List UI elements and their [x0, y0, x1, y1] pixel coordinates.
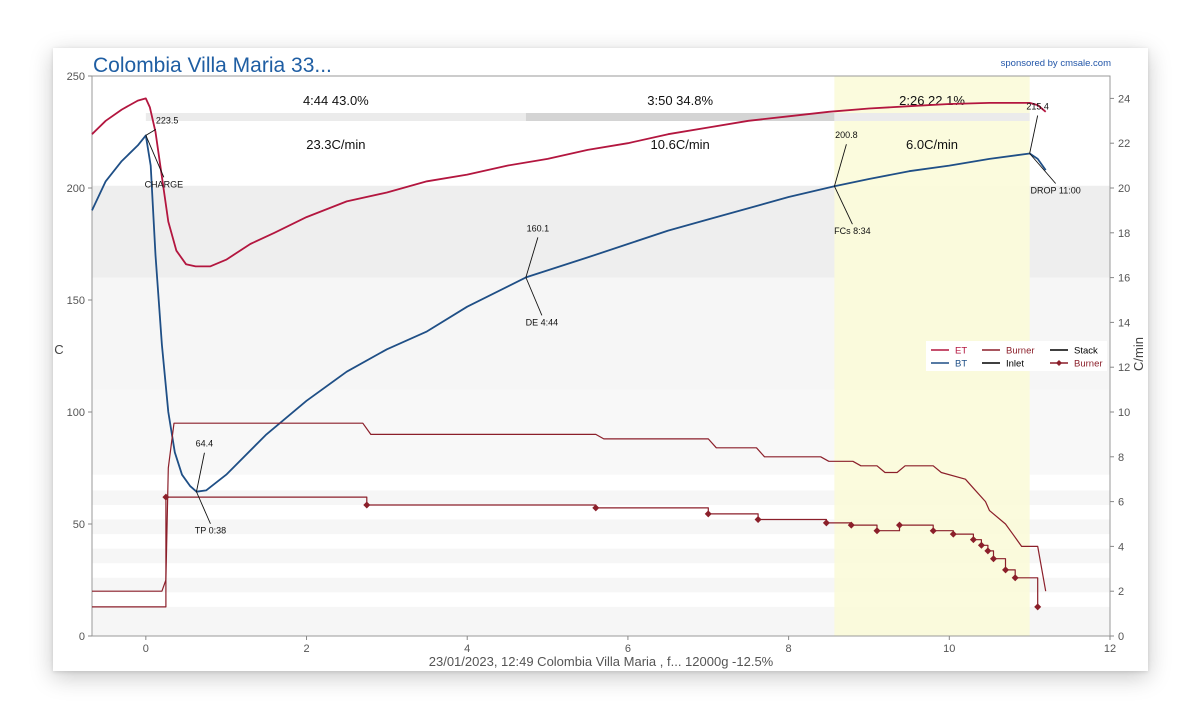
- burner-marker: [822, 519, 830, 527]
- annotation-label: 64.4: [196, 439, 214, 449]
- y-tick-label: 150: [67, 295, 85, 307]
- x-tick-label: 2: [303, 643, 309, 655]
- legend-box: [926, 341, 1107, 371]
- y2-tick-label: 24: [1118, 93, 1130, 105]
- series-line-burner: [92, 422, 1047, 592]
- legend-marker: [1056, 360, 1062, 366]
- y2-tick-label: 0: [1118, 631, 1124, 643]
- phase-bar-development: [834, 113, 1030, 121]
- annotation-label: 160.1: [527, 223, 550, 233]
- burner-marker: [929, 527, 937, 535]
- phase-bar-maillard: [525, 113, 835, 121]
- burner-marker: [363, 501, 371, 509]
- y-tick-label: 50: [73, 519, 85, 531]
- y-tick-label: 250: [67, 71, 85, 83]
- burner-marker: [949, 530, 957, 538]
- annotation-leader: [1029, 115, 1039, 154]
- y2-tick-label: 14: [1118, 317, 1130, 329]
- annotation-leader: [145, 135, 165, 178]
- annotation-leader: [145, 128, 157, 136]
- chart-title: Colombia Villa Maria 33...: [93, 54, 332, 77]
- burner-marker: [1011, 574, 1019, 582]
- sponsor-link[interactable]: sponsored by cmsale.com: [1001, 58, 1111, 69]
- annotation-leader: [525, 277, 543, 316]
- annotation-label: 200.8: [835, 130, 858, 140]
- y2-tick-label: 10: [1118, 407, 1130, 419]
- y2-tick-label: 8: [1118, 452, 1124, 464]
- phase-time-pct: 3:50 34.8%: [647, 93, 713, 108]
- burner-marker: [1002, 566, 1010, 574]
- annotation-label: TP 0:38: [195, 526, 226, 536]
- y-tick-label: 0: [79, 631, 85, 643]
- y-tick-label: 100: [67, 407, 85, 419]
- burner-marker: [704, 510, 712, 518]
- phase-time-pct: 4:44 43.0%: [303, 93, 369, 108]
- phase-ror: 6.0C/min: [906, 137, 958, 152]
- burner-marker: [754, 516, 762, 524]
- burner-marker: [847, 521, 855, 529]
- chart-card: 4:44 43.0% 23.3C/min 3:50 34.8% 10.6C/min 2:…: [53, 48, 1148, 671]
- annotation-leader: [833, 144, 847, 187]
- annotation-label: 215.4: [1026, 102, 1049, 112]
- burner-marker: [895, 521, 903, 529]
- annotation-leader: [834, 186, 853, 225]
- plot-frame: [91, 75, 1111, 637]
- burner-marker: [969, 536, 977, 544]
- legend-entry[interactable]: BT: [955, 359, 967, 370]
- annotation-label: 223.5: [156, 115, 179, 125]
- burner-marker: [1034, 603, 1042, 611]
- y-axis-label: C: [54, 342, 63, 357]
- burner-marker: [989, 555, 997, 563]
- x-tick-label: 4: [464, 643, 470, 655]
- burner-marker: [873, 527, 881, 535]
- legend-entry[interactable]: Inlet: [1006, 359, 1024, 370]
- x-tick-label: 8: [786, 643, 792, 655]
- burner-marker: [984, 547, 992, 555]
- phase-ror: 10.6C/min: [651, 137, 710, 152]
- y2-tick-label: 16: [1118, 273, 1130, 285]
- legend-entry[interactable]: Burner: [1006, 346, 1035, 357]
- burner-marker: [592, 504, 600, 512]
- burner-marker: [162, 493, 170, 501]
- y2-tick-label: 12: [1118, 362, 1130, 374]
- series-line-bt: [91, 134, 1047, 493]
- series-line-et: [91, 97, 1047, 268]
- annotation-label: DE 4:44: [526, 317, 559, 327]
- y-tick-label: 200: [67, 183, 85, 195]
- y2-tick-label: 6: [1118, 497, 1124, 509]
- y2-tick-label: 20: [1118, 183, 1130, 195]
- legend-entry[interactable]: Stack: [1074, 346, 1098, 357]
- y2-tick-label: 22: [1118, 138, 1130, 150]
- legend-entry[interactable]: ET: [955, 346, 967, 357]
- y2-tick-label: 18: [1118, 228, 1130, 240]
- x-tick-label: 12: [1104, 643, 1116, 655]
- phase-ror: 23.3C/min: [306, 137, 365, 152]
- annotation-label: DROP 11:00: [1031, 186, 1081, 196]
- footer-info: 23/01/2023, 12:49 Colombia Villa Maria ,…: [429, 654, 774, 669]
- y2-axis-label: C/min: [1131, 337, 1146, 371]
- x-tick-label: 0: [143, 643, 149, 655]
- legend-entry[interactable]: Burner: [1074, 359, 1103, 370]
- y2-tick-label: 2: [1118, 586, 1124, 598]
- y2-tick-label: 4: [1118, 541, 1124, 553]
- burner-marker: [977, 541, 985, 549]
- annotation-leader: [196, 452, 205, 492]
- annotation-leader: [196, 491, 211, 524]
- annotation-leader: [1029, 153, 1056, 184]
- annotation-label: CHARGE: [145, 179, 184, 189]
- x-tick-label: 10: [943, 643, 955, 655]
- annotation-label: FCs 8:34: [834, 226, 871, 236]
- annotation-leader: [525, 237, 539, 278]
- x-tick-label: 6: [625, 643, 631, 655]
- phase-bar-drying: [145, 113, 526, 121]
